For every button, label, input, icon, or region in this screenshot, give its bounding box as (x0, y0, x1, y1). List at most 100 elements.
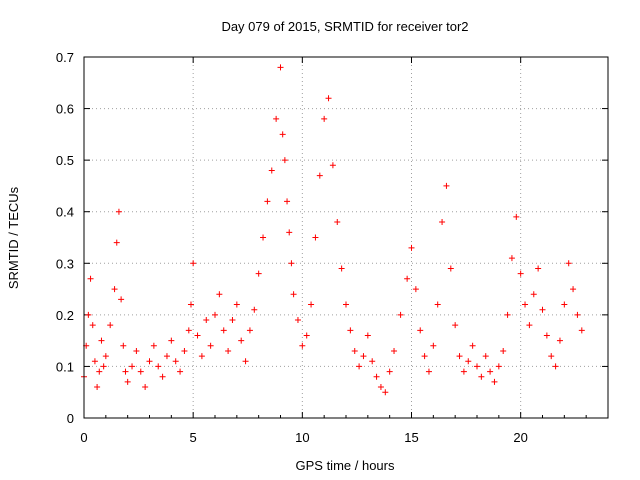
data-point (386, 368, 393, 375)
data-point (118, 296, 125, 303)
data-point (94, 384, 101, 391)
data-point (220, 327, 227, 334)
data-point (552, 363, 559, 370)
data-point (574, 311, 581, 318)
data-point (443, 182, 450, 189)
x-tick-label: 20 (513, 430, 527, 445)
chart-title: Day 079 of 2015, SRMTID for receiver tor… (221, 19, 468, 34)
data-point (111, 286, 118, 293)
data-point (238, 337, 245, 344)
data-point (113, 239, 120, 246)
data-point (382, 389, 389, 396)
data-point (351, 347, 358, 354)
grid-lines (84, 57, 608, 418)
data-point (397, 311, 404, 318)
data-point (364, 332, 371, 339)
plot-frame (83, 56, 609, 419)
x-tick-label: 0 (80, 430, 87, 445)
data-point (373, 373, 380, 380)
data-point (91, 358, 98, 365)
data-point (360, 353, 367, 360)
data-point (120, 342, 127, 349)
data-point (129, 363, 136, 370)
data-point (334, 219, 341, 226)
data-point (279, 131, 286, 138)
data-point (425, 368, 432, 375)
data-point (185, 327, 192, 334)
data-point (303, 332, 310, 339)
x-tick-label: 5 (190, 430, 197, 445)
data-point (264, 198, 271, 205)
data-point (434, 301, 441, 308)
y-tick-label: 0.2 (56, 308, 74, 323)
data-point (172, 358, 179, 365)
data-point (281, 157, 288, 164)
data-point (284, 198, 291, 205)
data-point (460, 368, 467, 375)
data-point (168, 337, 175, 344)
data-point (491, 378, 498, 385)
data-point (487, 368, 494, 375)
data-point (299, 342, 306, 349)
axis-ticks: 0 5 10 15 20 0 0.1 0.2 0.3 0.4 0.5 0.6 0.7 (56, 50, 608, 445)
data-point (508, 255, 515, 262)
data-point (212, 311, 218, 318)
data-point (408, 244, 415, 251)
data-point (417, 327, 424, 334)
data-point (530, 291, 537, 298)
data-point (159, 373, 166, 380)
data-point (474, 363, 480, 370)
data-point (543, 332, 550, 339)
data-point (452, 322, 459, 329)
data-point (504, 311, 511, 318)
data-point (343, 301, 349, 308)
data-point (260, 234, 267, 241)
data-point (325, 95, 332, 102)
data-point (187, 301, 194, 308)
data-point (329, 162, 336, 169)
data-point (89, 322, 96, 329)
y-tick-label: 0 (67, 411, 74, 426)
y-tick-label: 0.4 (56, 205, 74, 220)
data-point (207, 342, 214, 349)
data-point (102, 353, 109, 360)
data-point (356, 363, 363, 370)
data-point (155, 363, 162, 370)
data-point (124, 378, 131, 385)
data-point (570, 286, 577, 293)
data-point (321, 115, 328, 122)
data-point (522, 301, 529, 308)
data-point (517, 270, 524, 277)
data-point (98, 337, 105, 344)
data-point (225, 347, 232, 354)
data-point (177, 368, 184, 375)
data-point (85, 311, 92, 318)
data-point (369, 358, 376, 365)
data-point (421, 353, 428, 360)
data-point (500, 347, 507, 354)
data-point (122, 368, 129, 375)
data-point (194, 332, 201, 339)
data-point (308, 301, 315, 308)
data-point (251, 306, 258, 313)
data-point (456, 353, 463, 360)
data-point (294, 317, 301, 324)
data-point (430, 342, 437, 349)
data-point (377, 384, 384, 391)
data-point (146, 358, 153, 365)
data-point (133, 347, 140, 354)
data-point (539, 306, 546, 313)
data-point (412, 286, 419, 293)
data-point (107, 322, 114, 329)
y-axis-label: SRMTID / TECUs (6, 186, 21, 289)
data-point (288, 260, 295, 267)
y-tick-label: 0.3 (56, 256, 74, 271)
data-point (404, 275, 411, 282)
data-point (96, 368, 103, 375)
data-point (578, 327, 585, 334)
data-point (203, 317, 210, 324)
y-tick-label: 0.5 (56, 153, 74, 168)
data-point (229, 317, 236, 324)
data-point (565, 260, 572, 267)
data-point (142, 384, 149, 391)
